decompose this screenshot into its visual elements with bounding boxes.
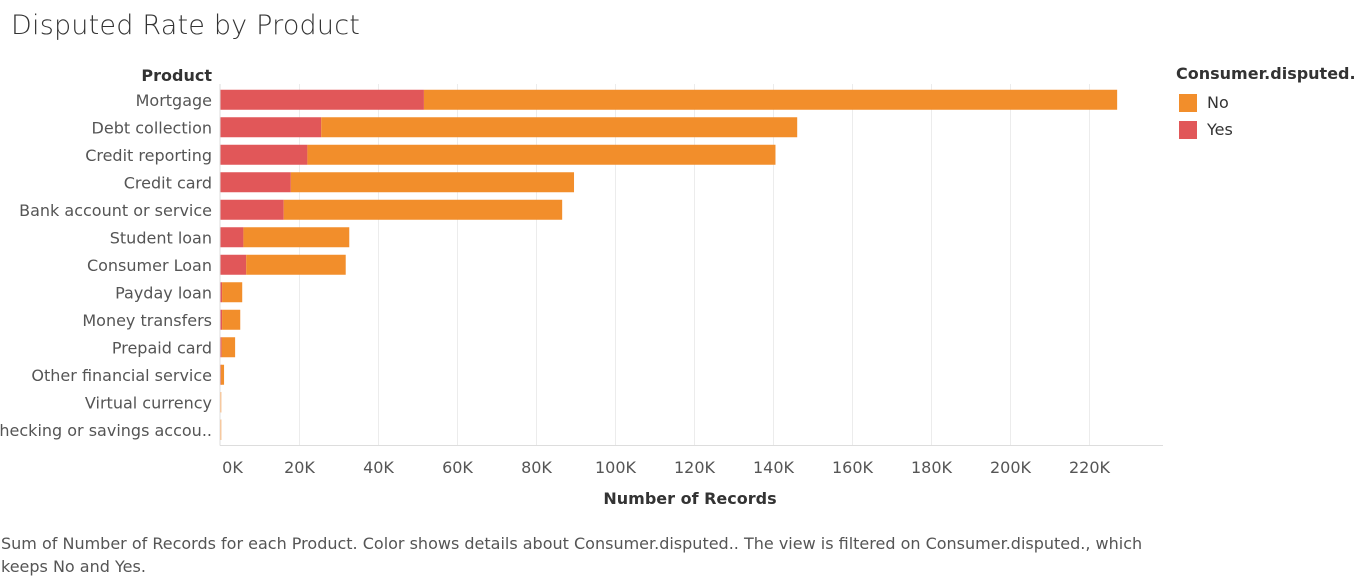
bar-no-1[interactable] <box>321 117 798 138</box>
category-label-9: Prepaid card <box>112 338 212 357</box>
bar-no-7[interactable] <box>222 282 243 303</box>
legend-swatch-no <box>1179 93 1197 112</box>
bar-sliver-11[interactable] <box>220 392 222 413</box>
legend: Consumer.disputed. No Yes <box>1176 64 1356 143</box>
legend-label-no: No <box>1207 93 1229 112</box>
x-tick-label-6: 120K <box>674 458 716 477</box>
category-header: Product <box>141 66 212 85</box>
bar-yes-5[interactable] <box>220 227 244 248</box>
bar-no-6[interactable] <box>246 254 346 275</box>
category-label-3: Credit card <box>124 173 212 192</box>
x-tick-label-3: 60K <box>442 458 473 477</box>
legend-title: Consumer.disputed. <box>1176 64 1356 83</box>
x-axis-label: Number of Records <box>603 489 776 508</box>
bar-yes-2[interactable] <box>220 144 308 165</box>
bar-no-10[interactable] <box>220 364 225 385</box>
legend-swatch-yes <box>1179 120 1197 139</box>
bar-yes-0[interactable] <box>220 89 424 110</box>
bar-sliver-12[interactable] <box>220 419 222 440</box>
bar-no-3[interactable] <box>290 172 575 193</box>
category-label-5: Student loan <box>110 228 212 247</box>
bar-no-5[interactable] <box>243 227 350 248</box>
bar-yes-6[interactable] <box>220 254 247 275</box>
bar-no-9[interactable] <box>221 337 236 358</box>
chart-title: Disputed Rate by Product <box>11 10 361 41</box>
x-tick-label-11: 220K <box>1069 458 1111 477</box>
x-tick-label-4: 80K <box>521 458 552 477</box>
category-label-1: Debt collection <box>92 118 212 137</box>
x-axis-ticks: 0K 20K 40K 60K 80K 100K 120K 140K 160K 180K 200K 22… <box>222 458 1110 477</box>
bar-no-4[interactable] <box>283 199 563 220</box>
category-label-12: Checking or savings accou.. <box>0 421 212 440</box>
bar-yes-1[interactable] <box>220 117 322 138</box>
x-tick-label-5: 100K <box>595 458 637 477</box>
legend-item-no[interactable]: No <box>1176 89 1356 116</box>
x-tick-label-9: 180K <box>911 458 953 477</box>
x-tick-label-2: 40K <box>363 458 394 477</box>
bar-yes-9[interactable] <box>220 337 222 358</box>
bar-no-8[interactable] <box>222 309 241 330</box>
category-label-10: Other financial service <box>31 366 212 385</box>
category-label-4: Bank account or service <box>19 201 212 220</box>
bar-yes-4[interactable] <box>220 199 284 220</box>
x-tick-label-0: 0K <box>222 458 243 477</box>
bar-no-0[interactable] <box>423 89 1118 110</box>
category-label-6: Consumer Loan <box>87 256 212 275</box>
bar-no-2[interactable] <box>307 144 776 165</box>
category-label-2: Credit reporting <box>85 146 212 165</box>
category-label-11: Virtual currency <box>85 393 212 412</box>
bars <box>220 89 1118 440</box>
x-tick-label-1: 20K <box>284 458 315 477</box>
bar-yes-8[interactable] <box>220 309 223 330</box>
bar-yes-3[interactable] <box>220 172 291 193</box>
x-tick-label-8: 160K <box>832 458 874 477</box>
x-tick-label-10: 200K <box>990 458 1032 477</box>
category-label-8: Money transfers <box>82 311 212 330</box>
x-tick-label-7: 140K <box>753 458 795 477</box>
legend-label-yes: Yes <box>1207 120 1233 139</box>
bar-yes-7[interactable] <box>220 282 223 303</box>
category-labels: Mortgage Debt collection Credit reporting C… <box>0 91 212 440</box>
category-label-0: Mortgage <box>136 91 212 110</box>
legend-item-yes[interactable]: Yes <box>1176 116 1356 143</box>
category-label-7: Payday loan <box>115 283 212 302</box>
chart-caption: Sum of Number of Records for each Produc… <box>1 534 1143 576</box>
gridlines <box>219 84 1090 446</box>
